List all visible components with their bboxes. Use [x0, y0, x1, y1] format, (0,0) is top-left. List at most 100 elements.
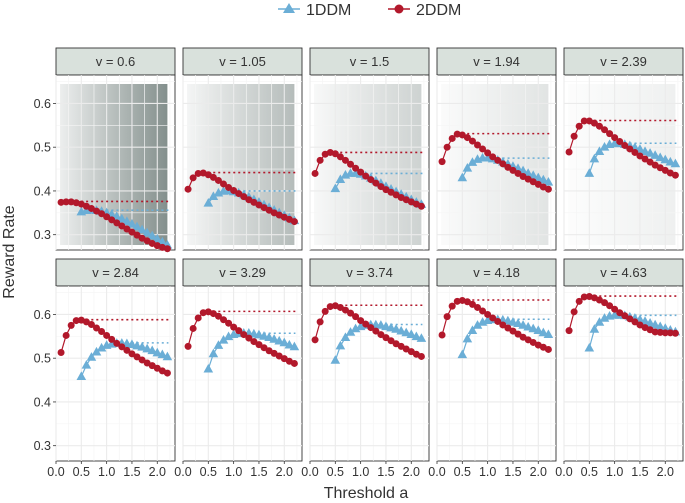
point-1DDM [137, 224, 147, 234]
point-2DDM [220, 316, 228, 324]
point-2DDM [225, 319, 233, 327]
shade-overlay [314, 84, 422, 245]
strip-label: v = 4.18 [473, 265, 520, 280]
point-2DDM [290, 359, 298, 367]
point-2DDM [575, 122, 583, 130]
point-2DDM [448, 302, 456, 310]
point-1DDM [457, 172, 468, 182]
point-2DDM [544, 345, 552, 353]
point-1DDM [584, 168, 595, 177]
point-1DDM [279, 337, 290, 347]
point-2DDM [57, 198, 65, 206]
point-2DDM [209, 173, 217, 181]
point-2DDM [595, 122, 603, 130]
strip-label: v = 3.29 [219, 265, 266, 280]
point-2DDM [194, 314, 202, 322]
point-2DDM [484, 149, 492, 157]
point-1DDM [142, 227, 152, 237]
point-1DDM [152, 233, 163, 243]
strip-background [563, 47, 684, 76]
point-2DDM [479, 145, 487, 153]
point-2DDM [626, 315, 634, 323]
point-2DDM [616, 309, 624, 317]
point-1DDM [264, 332, 274, 342]
point-2DDM [260, 344, 268, 352]
point-2DDM [184, 342, 192, 350]
point-1DDM [162, 351, 173, 361]
point-2DDM [448, 134, 456, 142]
point-2DDM [108, 335, 116, 343]
point-2DDM [641, 155, 649, 163]
point-2DDM [123, 225, 131, 233]
x-tick-label: 0.0 [428, 465, 445, 479]
point-1DDM [594, 146, 605, 155]
x-tick-label: 1.5 [123, 465, 140, 479]
point-2DDM [544, 185, 552, 193]
point-2DDM [463, 134, 471, 142]
point-2DDM [666, 329, 674, 337]
strip-label: v = 1.94 [473, 54, 520, 69]
point-2DDM [580, 117, 588, 125]
point-2DDM [565, 327, 573, 335]
panel-1: v = 0.6 0.3 0.4 0.5 0.6 [34, 47, 176, 253]
point-2DDM [636, 152, 644, 160]
point-1DDM [640, 146, 650, 155]
point-1DDM [416, 333, 427, 342]
point-2DDM [499, 160, 507, 168]
point-2DDM [570, 308, 578, 316]
point-1DDM [213, 340, 224, 349]
point-2DDM [98, 210, 106, 218]
x-tick-label: 0.0 [555, 465, 572, 479]
point-1DDM [147, 230, 158, 240]
point-1DDM [670, 158, 681, 168]
point-2DDM [494, 156, 502, 164]
point-2DDM [438, 158, 446, 166]
point-2DDM [240, 331, 248, 339]
point-2DDM [489, 314, 497, 322]
x-tick-label: 1.0 [352, 465, 369, 479]
x-axis-label: Threshold a [324, 485, 409, 502]
point-2DDM [626, 145, 634, 153]
point-2DDM [189, 174, 197, 182]
point-1DDM [462, 162, 473, 172]
point-1DDM [543, 329, 554, 338]
point-1DDM [127, 218, 137, 228]
point-2DDM [103, 331, 111, 339]
point-2DDM [189, 324, 197, 332]
point-2DDM [133, 231, 141, 239]
point-2DDM [138, 356, 146, 364]
point-1DDM [350, 323, 361, 333]
point-2DDM [67, 321, 75, 329]
point-1DDM [157, 349, 168, 359]
point-2DDM [580, 293, 588, 301]
x-tick-label: 0.5 [581, 465, 598, 479]
point-2DDM [443, 143, 451, 151]
x-tick-label: 0.5 [327, 465, 344, 479]
point-2DDM [372, 179, 380, 187]
point-2DDM [514, 330, 522, 338]
point-1DDM [401, 327, 412, 337]
legend-marker-2DDM [394, 4, 404, 14]
point-1DDM [396, 325, 406, 335]
point-2DDM [62, 331, 70, 339]
point-2DDM [347, 309, 355, 317]
point-2DDM [93, 324, 101, 332]
x-tick-label: 1.5 [631, 465, 648, 479]
x-tick-label: 1.5 [377, 465, 394, 479]
point-2DDM [621, 141, 629, 149]
point-2DDM [250, 338, 258, 346]
point-2DDM [184, 185, 192, 193]
point-2DDM [108, 216, 116, 224]
point-2DDM [606, 130, 614, 138]
panel-background [309, 285, 430, 462]
point-2DDM [230, 187, 238, 194]
point-1DDM [132, 221, 142, 231]
x-tick-label: 1.5 [504, 465, 521, 479]
strip-label: v = 3.74 [346, 265, 393, 280]
point-1DDM [335, 174, 346, 183]
point-2DDM [611, 305, 619, 313]
legend: 1DDM 2DDM [278, 2, 461, 19]
point-2DDM [214, 312, 222, 320]
point-1DDM [660, 323, 671, 332]
point-2DDM [245, 334, 253, 342]
